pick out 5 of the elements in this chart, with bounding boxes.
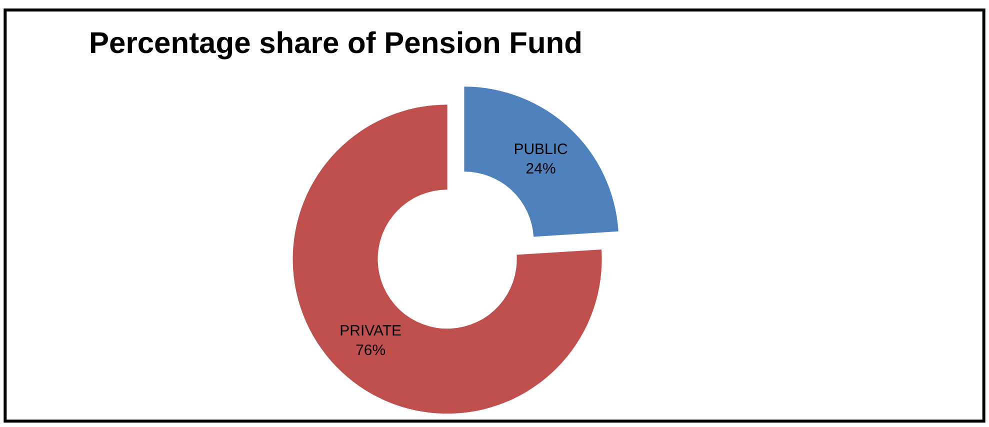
- slice-label: PRIVATE: [340, 322, 402, 340]
- chart-title: Percentage share of Pension Fund: [89, 27, 582, 60]
- data-label: 76%: [356, 342, 386, 360]
- slice-label: PUBLIC: [514, 141, 568, 158]
- data-label: 24%: [526, 160, 556, 178]
